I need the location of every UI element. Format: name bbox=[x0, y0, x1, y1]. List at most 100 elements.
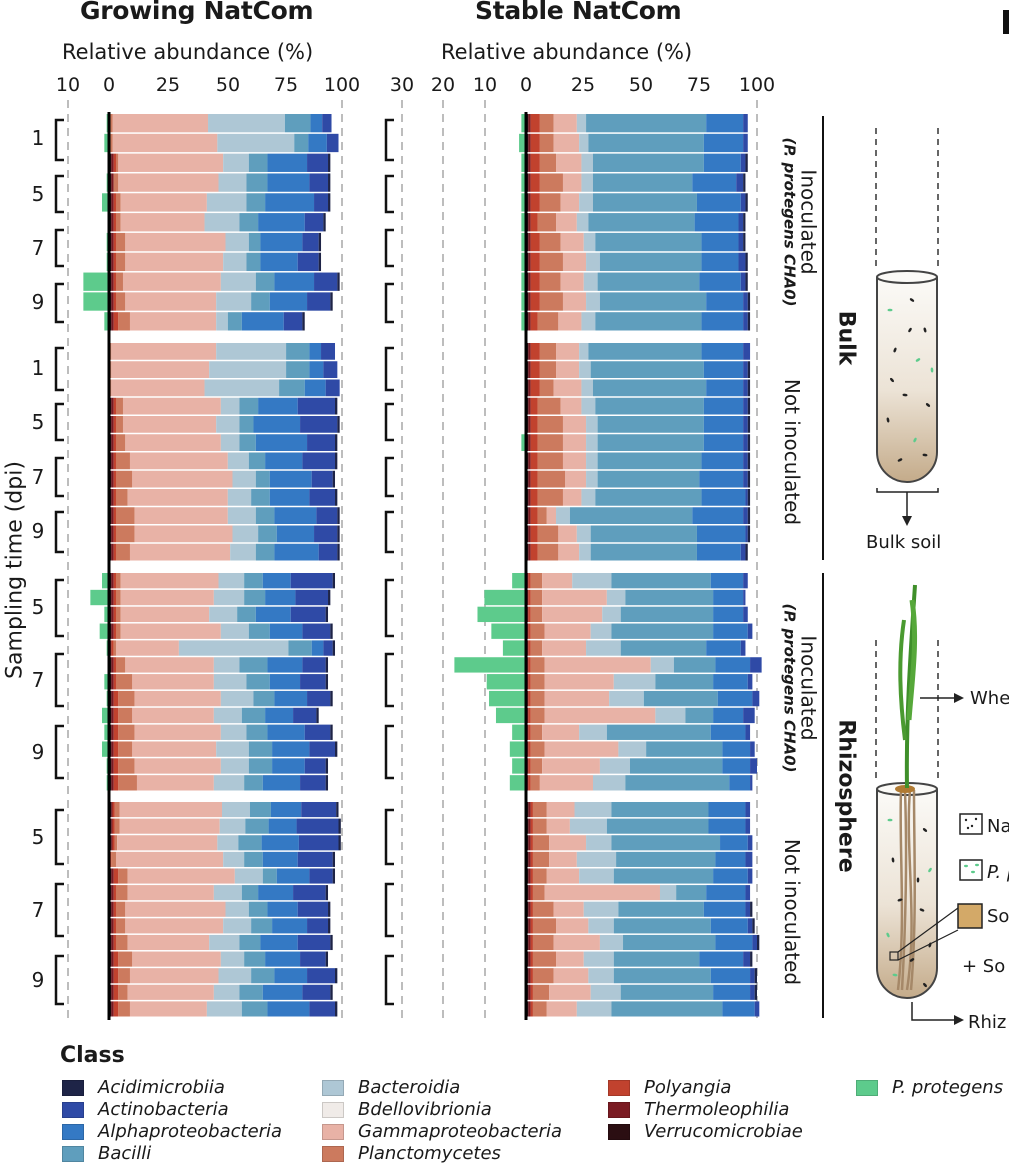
bar-segment bbox=[265, 193, 315, 212]
soil-particle bbox=[893, 347, 897, 353]
bar-segment bbox=[270, 802, 302, 818]
bar-segment bbox=[528, 606, 531, 623]
bar-segment bbox=[125, 657, 214, 673]
legend-box-dot bbox=[970, 824, 974, 828]
bar-segment bbox=[713, 623, 748, 639]
bar-segment bbox=[113, 153, 116, 172]
bracket bbox=[54, 282, 64, 324]
bar-segment bbox=[703, 901, 746, 917]
pp-bar bbox=[495, 707, 526, 724]
growing-tick: 75 bbox=[273, 74, 299, 96]
bar-segment bbox=[530, 968, 533, 984]
bar-segment bbox=[255, 434, 308, 451]
bar-segment bbox=[539, 252, 563, 272]
bar-segment bbox=[747, 312, 751, 331]
bar-segment bbox=[325, 606, 329, 623]
bar-segment bbox=[539, 343, 557, 360]
bar-segment bbox=[537, 489, 563, 506]
bracket bbox=[384, 174, 394, 214]
bar-segment bbox=[113, 292, 116, 311]
legend-swatch bbox=[322, 1123, 344, 1140]
bar-segment bbox=[118, 968, 130, 984]
bar-segment bbox=[590, 361, 704, 378]
soil-particle bbox=[887, 308, 893, 312]
bar-segment bbox=[743, 589, 746, 606]
bar-segment bbox=[323, 361, 338, 378]
bar-segment bbox=[297, 252, 319, 272]
bar-segment bbox=[599, 252, 702, 272]
bar-segment bbox=[530, 851, 533, 867]
bar-segment bbox=[560, 272, 584, 291]
bar-segment bbox=[597, 452, 702, 470]
bar-segment bbox=[248, 153, 268, 172]
bar-segment bbox=[528, 868, 531, 884]
bar-segment bbox=[113, 543, 116, 561]
y-tick: 7 bbox=[31, 898, 45, 922]
legend-item-actinobacteria: Actinobacteria bbox=[62, 1099, 229, 1120]
bar-segment bbox=[110, 133, 113, 153]
bar-segment bbox=[113, 984, 119, 1000]
bar-segment bbox=[530, 173, 540, 192]
bar-segment bbox=[132, 707, 214, 724]
bar-segment bbox=[244, 775, 263, 791]
bar-segment bbox=[530, 133, 540, 153]
bar-segment bbox=[743, 133, 748, 153]
bar-segment bbox=[579, 193, 593, 212]
wheat-label: Whe bbox=[970, 688, 1009, 709]
bar-segment bbox=[113, 193, 116, 212]
bar-segment bbox=[309, 868, 333, 884]
legend-box-dot bbox=[964, 864, 968, 868]
bar-segment bbox=[743, 416, 748, 433]
bar-segment bbox=[750, 951, 753, 967]
bracket bbox=[54, 578, 64, 638]
bar-segment bbox=[125, 918, 224, 934]
bar-segment bbox=[255, 507, 275, 524]
pp-bar bbox=[521, 272, 526, 291]
bar-segment bbox=[556, 918, 589, 934]
bar-segment bbox=[225, 901, 249, 917]
bar-segment bbox=[530, 818, 533, 834]
bar-segment bbox=[111, 741, 114, 757]
wheat-arrow-head bbox=[954, 693, 964, 703]
bracket bbox=[54, 402, 64, 442]
legend-natcom-label: Na bbox=[987, 816, 1009, 837]
bar-segment bbox=[747, 397, 751, 415]
bar-segment bbox=[330, 934, 333, 951]
bar-segment bbox=[745, 272, 748, 291]
bar-segment bbox=[136, 775, 214, 791]
bar-segment bbox=[326, 133, 339, 153]
bar-segment bbox=[701, 452, 744, 470]
bar-segment bbox=[118, 173, 219, 192]
bar-segment bbox=[115, 657, 126, 673]
bar-segment bbox=[553, 114, 577, 133]
bar-segment bbox=[232, 470, 256, 488]
bar-segment bbox=[244, 589, 266, 606]
legend-swatch bbox=[322, 1101, 344, 1118]
bar-segment bbox=[125, 434, 221, 451]
bar-segment bbox=[122, 272, 221, 291]
bar-segment bbox=[267, 173, 310, 192]
soil-particle bbox=[919, 908, 925, 912]
bar-segment bbox=[752, 934, 757, 951]
bar-segment bbox=[528, 640, 531, 656]
pp-bar bbox=[102, 193, 109, 212]
bar-segment bbox=[528, 918, 531, 934]
bar-segment bbox=[223, 252, 247, 272]
legend-label: Planctomycetes bbox=[358, 1143, 501, 1164]
bar-segment bbox=[747, 918, 753, 934]
bar-segment bbox=[530, 868, 533, 884]
bar-segment bbox=[562, 489, 582, 506]
bracket bbox=[384, 282, 394, 324]
bar-segment bbox=[178, 640, 289, 656]
bar-segment bbox=[558, 525, 577, 543]
bar-segment bbox=[553, 133, 580, 153]
bar-segment bbox=[274, 690, 308, 707]
bar-segment bbox=[542, 589, 607, 606]
bar-segment bbox=[260, 252, 298, 272]
bar-segment bbox=[297, 901, 329, 917]
bar-segment bbox=[239, 397, 259, 415]
bar-segment bbox=[539, 775, 593, 791]
bar-segment bbox=[595, 312, 702, 331]
bracket bbox=[384, 118, 394, 162]
bar-segment bbox=[115, 606, 121, 623]
